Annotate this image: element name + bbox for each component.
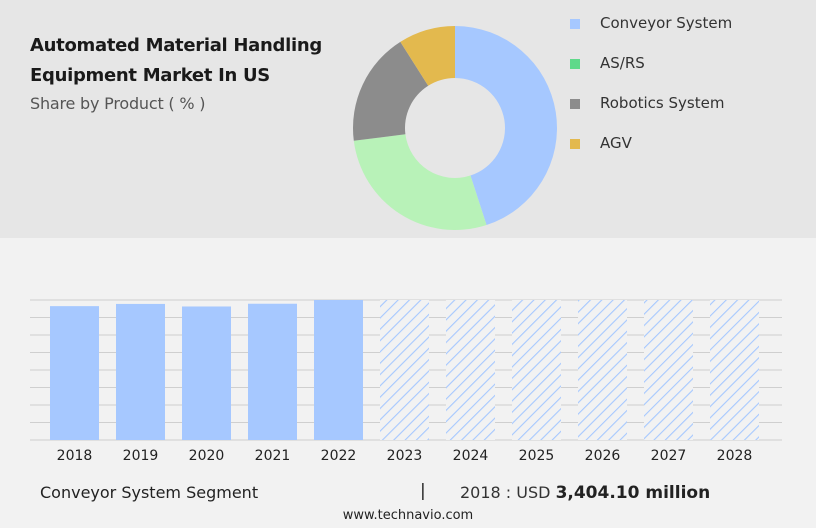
x-tick-label: 2026 bbox=[585, 448, 621, 464]
legend-swatch bbox=[570, 59, 580, 69]
legend-swatch bbox=[570, 139, 580, 149]
source-link[interactable]: www.technavio.com bbox=[342, 508, 474, 523]
forecast-bar-2024 bbox=[446, 300, 495, 440]
forecast-bar-2027 bbox=[644, 300, 693, 440]
forecast-bar-2023 bbox=[380, 300, 429, 440]
x-tick-label: 2025 bbox=[519, 448, 555, 464]
bar-2019 bbox=[116, 303, 165, 440]
x-tick-label: 2024 bbox=[453, 448, 489, 464]
footer-separator: | bbox=[420, 481, 426, 501]
bar-2020 bbox=[182, 306, 231, 440]
chart-title: Automated Material Handling Equipment Ma… bbox=[30, 35, 322, 86]
donut-slice-conveyor-system bbox=[455, 26, 557, 226]
x-tick-label: 2018 bbox=[57, 448, 93, 464]
forecast-bar-2025 bbox=[512, 300, 561, 440]
segment-value: 2018 : USD 3,404.10 million bbox=[460, 483, 710, 503]
legend-swatch bbox=[570, 19, 580, 29]
x-tick-label: 2023 bbox=[387, 448, 423, 464]
chart-subtitle: Share by Product ( % ) bbox=[30, 94, 206, 113]
x-tick-label: 2022 bbox=[321, 448, 357, 464]
donut-slice-agv bbox=[400, 26, 455, 86]
legend-swatch bbox=[570, 99, 580, 109]
donut-chart bbox=[353, 26, 557, 230]
x-tick-label: 2019 bbox=[123, 448, 159, 464]
bar-2018 bbox=[50, 306, 99, 440]
segment-label: Conveyor System Segment bbox=[40, 483, 259, 502]
x-tick-label: 2027 bbox=[651, 448, 687, 464]
x-tick-label: 2020 bbox=[189, 448, 225, 464]
x-tick-label: 2028 bbox=[717, 448, 753, 464]
segment-value-amount: 3,404.10 million bbox=[555, 483, 711, 503]
donut-slice-as-rs bbox=[353, 134, 487, 230]
bar-2022 bbox=[314, 300, 363, 440]
bar-chart: 2018 2019 2020 2021 2022 2023 2024 2025 2026 2027… bbox=[30, 299, 782, 464]
legend-label: AS/RS bbox=[600, 54, 645, 72]
forecast-bar-2028 bbox=[710, 300, 759, 440]
x-tick-label: 2021 bbox=[255, 448, 291, 464]
legend-label: Conveyor System bbox=[600, 14, 733, 32]
legend-label: AGV bbox=[600, 134, 632, 152]
bar-2021 bbox=[248, 303, 297, 440]
forecast-bar-2026 bbox=[578, 300, 627, 440]
segment-year-label: 2018 : USD bbox=[460, 483, 551, 502]
legend-label: Robotics System bbox=[600, 94, 725, 112]
donut-slice-robotics-system bbox=[353, 41, 429, 141]
